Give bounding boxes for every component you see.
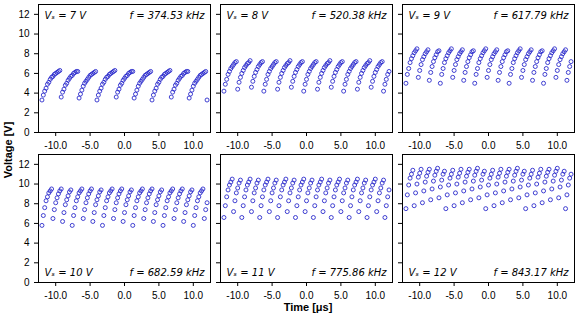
- svg-text:8: 8: [24, 198, 30, 209]
- svg-text:10.0: 10.0: [184, 140, 204, 150]
- svg-text:0.0: 0.0: [300, 290, 314, 300]
- svg-text:6: 6: [24, 68, 30, 79]
- svg-text:10.0: 10.0: [366, 290, 386, 300]
- svg-text:-5.0: -5.0: [81, 140, 99, 150]
- svg-text:4: 4: [24, 87, 30, 98]
- svg-text:5.0: 5.0: [152, 290, 166, 300]
- svg-text:2: 2: [24, 257, 30, 268]
- svg-text:10.0: 10.0: [366, 140, 386, 150]
- svg-text:10.0: 10.0: [548, 140, 568, 150]
- svg-text:0: 0: [24, 277, 30, 288]
- svg-text:Vₛ = 10 V: Vₛ = 10 V: [45, 267, 94, 278]
- svg-text:-10.0: -10.0: [226, 290, 249, 300]
- svg-text:Vₛ = 8 V: Vₛ = 8 V: [227, 10, 270, 21]
- svg-text:f = 520.38 kHz: f = 520.38 kHz: [312, 10, 388, 21]
- svg-text:10: 10: [18, 28, 30, 39]
- svg-text:f = 374.53 kHz: f = 374.53 kHz: [130, 10, 206, 21]
- svg-text:-5.0: -5.0: [445, 290, 463, 300]
- svg-text:0: 0: [24, 127, 30, 138]
- svg-text:-10.0: -10.0: [408, 290, 431, 300]
- svg-text:5.0: 5.0: [334, 140, 348, 150]
- svg-text:-10.0: -10.0: [44, 140, 67, 150]
- svg-text:5.0: 5.0: [334, 290, 348, 300]
- svg-text:6: 6: [24, 218, 30, 229]
- svg-text:Vₛ = 7 V: Vₛ = 7 V: [45, 10, 88, 21]
- svg-text:Vₛ = 11 V: Vₛ = 11 V: [227, 267, 276, 278]
- svg-text:0.0: 0.0: [118, 290, 132, 300]
- svg-text:-10.0: -10.0: [408, 140, 431, 150]
- svg-text:5.0: 5.0: [516, 290, 530, 300]
- svg-text:12: 12: [18, 159, 30, 170]
- svg-text:-10.0: -10.0: [226, 140, 249, 150]
- svg-text:-5.0: -5.0: [263, 140, 281, 150]
- svg-text:12: 12: [18, 9, 30, 20]
- svg-text:Vₛ = 12 V: Vₛ = 12 V: [409, 267, 458, 278]
- svg-text:4: 4: [24, 237, 30, 248]
- html-text:Time [μs]: Time [μs]: [283, 301, 333, 313]
- svg-text:0.0: 0.0: [482, 290, 496, 300]
- svg-text:-10.0: -10.0: [44, 290, 67, 300]
- svg-text:f = 775.86 kHz: f = 775.86 kHz: [312, 267, 388, 278]
- svg-text:0.0: 0.0: [118, 140, 132, 150]
- svg-text:f = 617.79 kHz: f = 617.79 kHz: [494, 10, 570, 21]
- svg-text:f = 682.59 kHz: f = 682.59 kHz: [130, 267, 206, 278]
- svg-text:10.0: 10.0: [184, 290, 204, 300]
- svg-text:10: 10: [18, 178, 30, 189]
- svg-text:-5.0: -5.0: [263, 290, 281, 300]
- svg-text:8: 8: [24, 48, 30, 59]
- svg-text:10.0: 10.0: [548, 290, 568, 300]
- svg-text:0.0: 0.0: [482, 140, 496, 150]
- svg-text:f = 843.17 kHz: f = 843.17 kHz: [494, 267, 570, 278]
- svg-text:5.0: 5.0: [516, 140, 530, 150]
- html-text:Voltage [V]: Voltage [V]: [2, 121, 14, 179]
- svg-text:-5.0: -5.0: [445, 140, 463, 150]
- svg-text:0.0: 0.0: [300, 140, 314, 150]
- svg-text:5.0: 5.0: [152, 140, 166, 150]
- svg-text:-5.0: -5.0: [81, 290, 99, 300]
- svg-text:2: 2: [24, 107, 30, 118]
- svg-text:Vₛ = 9 V: Vₛ = 9 V: [409, 10, 452, 21]
